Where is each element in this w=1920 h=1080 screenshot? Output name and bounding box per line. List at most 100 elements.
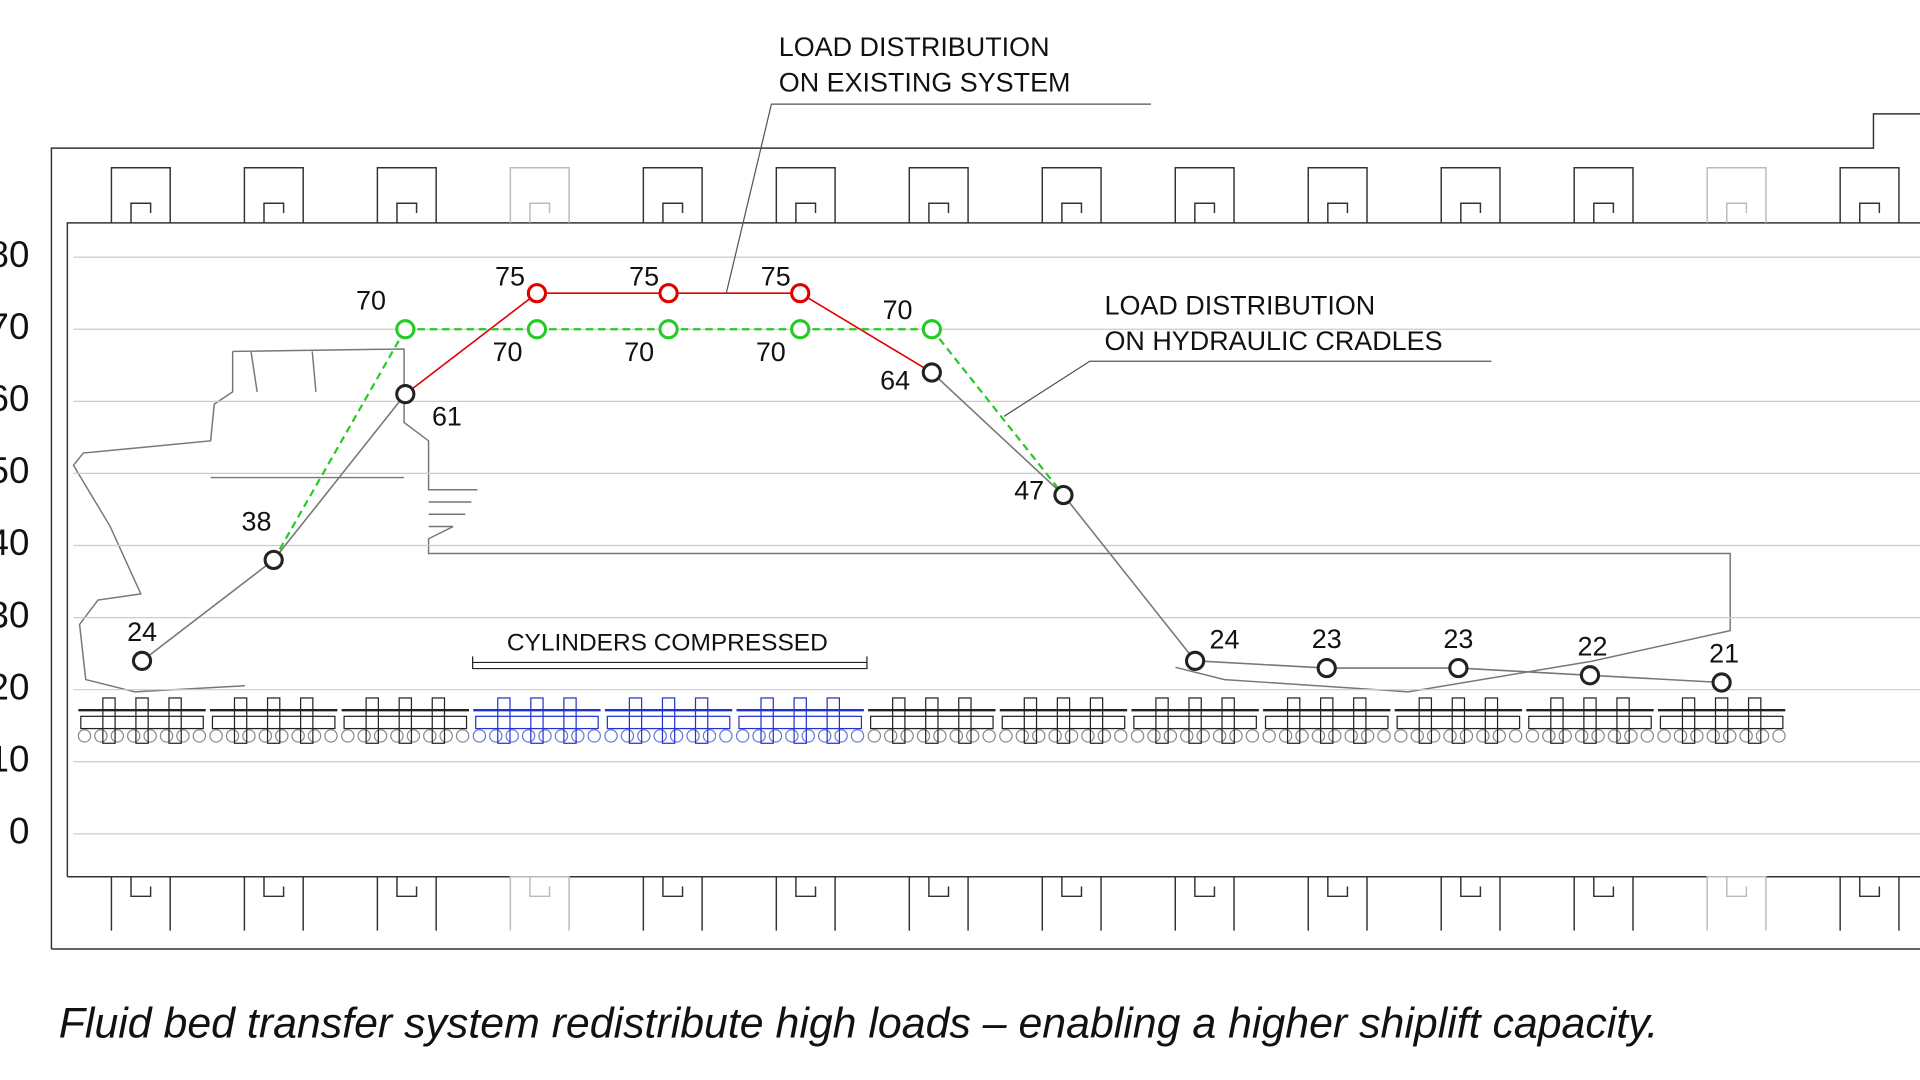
cart-wheel	[1476, 729, 1490, 743]
cart-wheel	[1262, 729, 1276, 743]
data-point	[526, 283, 548, 304]
cart-wheel	[1229, 729, 1243, 743]
y-tick-label: 70	[0, 306, 29, 347]
cart-part	[1221, 697, 1235, 744]
cart-wheel	[1492, 729, 1507, 743]
data-point	[921, 319, 942, 340]
crenel	[1440, 167, 1501, 223]
cart-wheel	[373, 729, 388, 743]
cart-part	[760, 697, 774, 744]
data-label: 24	[1210, 624, 1240, 654]
y-tick-label: 20	[0, 666, 29, 707]
data-point	[921, 362, 942, 383]
crenel	[908, 167, 969, 223]
cart-wheel	[966, 729, 980, 743]
cart-part	[1550, 697, 1564, 744]
data-label: 47	[1014, 476, 1044, 506]
crenel	[908, 876, 969, 931]
cart-wheel	[126, 729, 141, 743]
y-tick-label: 60	[0, 378, 29, 419]
cart-part	[958, 697, 972, 744]
cart-part	[497, 697, 511, 744]
cart-part	[1089, 697, 1104, 744]
crenel	[642, 167, 703, 223]
cart-body	[738, 715, 863, 730]
cart-wheel	[1097, 729, 1112, 743]
line-segment	[1458, 667, 1591, 677]
cart-part	[1451, 697, 1466, 744]
cart-part	[628, 697, 643, 744]
cart-wheel	[1394, 729, 1408, 743]
cart-wheel	[620, 729, 635, 743]
crenel	[1307, 876, 1368, 931]
data-label: 70	[883, 295, 913, 325]
cart-part	[793, 697, 807, 744]
cart-wheel	[1640, 729, 1655, 743]
crenel	[775, 167, 836, 223]
data-label: 70	[356, 285, 386, 315]
data-point	[790, 283, 811, 304]
crenel	[110, 876, 171, 931]
y-tick-label: 30	[0, 594, 29, 635]
cart-body	[1264, 715, 1389, 730]
cart-wheel	[1196, 729, 1210, 743]
cart-wheel	[1410, 729, 1424, 743]
cart-wheel	[817, 729, 832, 743]
cart-wheel	[423, 729, 437, 743]
cart-part	[1418, 697, 1433, 744]
crenel	[1041, 876, 1102, 931]
data-label: 70	[624, 337, 654, 367]
cart-wheel	[538, 729, 552, 743]
line-segment	[1062, 494, 1196, 662]
cart-wheel	[455, 729, 470, 743]
cart-wheel	[143, 729, 157, 743]
cart-body	[80, 715, 204, 730]
legend-label: ON EXISTING SYSTEM	[779, 68, 1071, 98]
cart-wheel	[390, 729, 404, 743]
cart-body	[343, 715, 468, 730]
crenel	[243, 167, 304, 223]
cart-wheel	[900, 729, 914, 743]
cart-body	[1659, 715, 1784, 730]
cart-wheel	[949, 729, 964, 743]
crenel	[110, 167, 171, 223]
cart-wheel	[982, 729, 996, 743]
data-label: 21	[1709, 639, 1739, 669]
crenel	[376, 167, 437, 223]
cart-wheel	[686, 729, 700, 743]
cart-wheel	[702, 729, 717, 743]
cart-wheel	[1360, 729, 1375, 743]
cart-wheel	[587, 729, 601, 743]
cart-wheel	[1591, 729, 1605, 743]
cart-wheel	[571, 729, 585, 743]
cart-wheel	[883, 729, 898, 743]
cart-wheel	[489, 729, 503, 743]
line-segment	[141, 559, 275, 662]
cart-wheel	[604, 729, 618, 743]
cart-wheel	[1624, 729, 1638, 743]
legend-label: LOAD DISTRIBUTION	[779, 32, 1050, 62]
cart-wheel	[1755, 729, 1770, 743]
data-label: 70	[493, 337, 523, 367]
cart-wheel	[324, 729, 338, 743]
cart-wheel	[1031, 729, 1046, 743]
cart-wheel	[834, 729, 848, 743]
background-drawing	[50, 113, 1920, 950]
line-segment	[930, 328, 1065, 496]
cart-part	[168, 697, 182, 744]
cart-wheel	[1163, 729, 1178, 743]
data-label: 38	[242, 506, 272, 536]
crenel	[509, 876, 570, 931]
caption: Fluid bed transfer system redistribute h…	[59, 999, 1659, 1047]
cart-wheel	[291, 729, 305, 743]
cart-wheel	[77, 729, 92, 743]
cart-wheel	[1344, 729, 1358, 743]
cart-wheel	[1180, 729, 1194, 743]
cart-wheel	[850, 729, 865, 743]
cart-part	[925, 697, 939, 744]
cart-wheel	[357, 729, 371, 743]
cart-part	[1023, 697, 1038, 744]
cart-wheel	[1048, 729, 1062, 743]
crenel	[1440, 876, 1501, 931]
cart-part	[398, 697, 413, 744]
